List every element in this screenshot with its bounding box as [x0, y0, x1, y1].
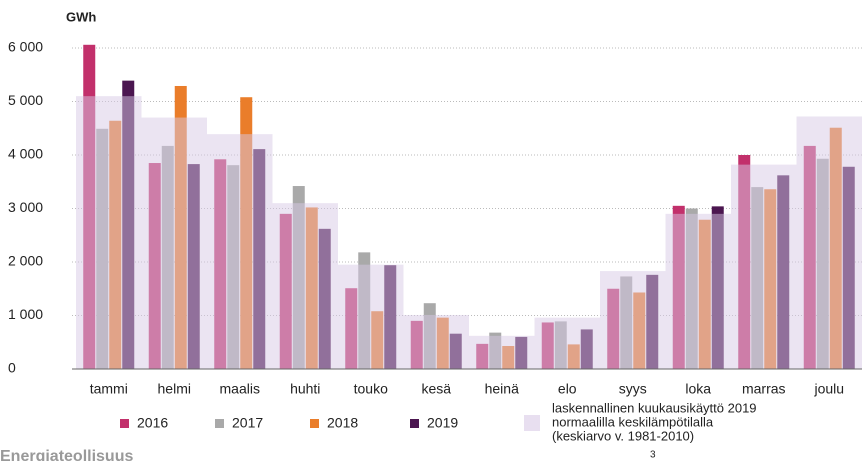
normal-bar — [272, 203, 338, 369]
x-tick-label: huhti — [290, 381, 320, 397]
legend-label: 2018 — [327, 415, 358, 431]
legend-swatch — [215, 419, 224, 428]
normal-bar — [141, 117, 207, 369]
y-tick-label: 0 — [8, 360, 16, 376]
unit-label: GWh — [66, 9, 96, 24]
x-tick-label: syys — [619, 381, 647, 397]
x-tick-label: heinä — [485, 381, 519, 397]
legend-swatch — [120, 419, 129, 428]
x-tick-label: maalis — [220, 381, 260, 397]
normal-bar — [600, 271, 666, 369]
y-tick-label: 5 000 — [8, 92, 43, 108]
footer-source: Energiateollisuus — [0, 448, 133, 461]
normal-bar — [469, 335, 535, 369]
x-tick-label: tammi — [90, 381, 128, 397]
y-tick-label: 6 000 — [8, 39, 43, 55]
normal-bar — [76, 96, 142, 370]
legend-label: laskennallinen kuukausikäyttö 2019 — [552, 400, 757, 415]
legend-label: 2017 — [232, 415, 263, 431]
x-tick-label: elo — [558, 381, 577, 397]
x-tick-label: loka — [685, 381, 711, 397]
legend-swatch — [524, 415, 540, 431]
y-tick-label: 4 000 — [8, 146, 43, 162]
x-tick-label: touko — [354, 381, 388, 397]
page-number: 3 — [650, 450, 656, 461]
y-tick-label: 2 000 — [8, 253, 43, 269]
normal-bar — [665, 213, 731, 369]
normal-bar — [534, 317, 600, 369]
y-tick-label: 1 000 — [8, 306, 43, 322]
normal-bar — [207, 134, 273, 369]
normal-bar — [403, 314, 469, 369]
legend-label: normaalilla keskilämpötilalla — [552, 414, 714, 429]
x-tick-label: helmi — [158, 381, 191, 397]
normal-bar — [731, 164, 797, 369]
legend-label: (keskiarvo v. 1981-2010) — [552, 428, 694, 443]
normal-bar — [338, 264, 404, 369]
x-tick-label: marras — [742, 381, 786, 397]
legend-label: 2019 — [427, 415, 458, 431]
y-tick-label: 3 000 — [8, 199, 43, 215]
legend-label: 2016 — [137, 415, 168, 431]
legend-swatch — [410, 419, 419, 428]
legend-swatch — [310, 419, 319, 428]
normal-bar — [796, 116, 862, 369]
x-tick-label: kesä — [421, 381, 451, 397]
x-tick-label: joulu — [813, 381, 844, 397]
